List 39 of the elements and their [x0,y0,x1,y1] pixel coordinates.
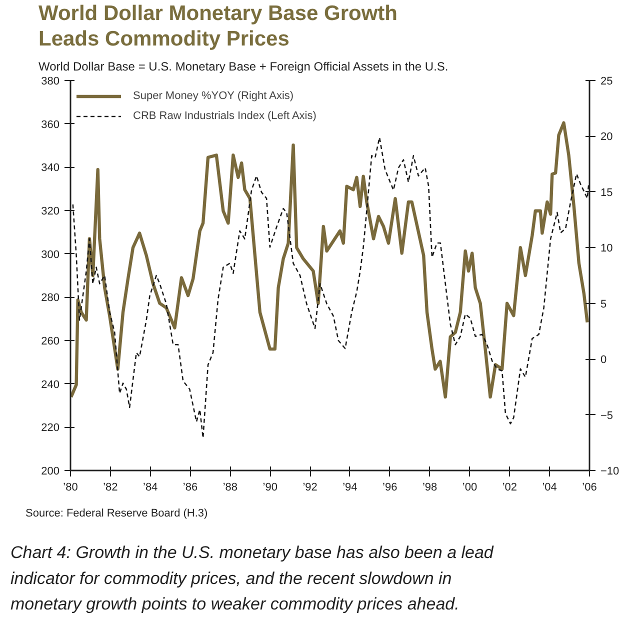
x-tick-label: ’04 [542,482,557,494]
legend-label: CRB Raw Industrials Index (Left Axis) [133,110,316,122]
source-note: Source: Federal Reserve Board (H.3) [26,508,208,520]
y2-tick-label: 0 [600,354,607,366]
y-tick-label: 240 [41,378,60,391]
y2-tick-label: 15 [600,186,613,199]
x-tick-label: ’84 [143,482,158,494]
y2-tick-label: 20 [600,131,613,144]
chart-title: World Dollar Monetary Base Growth Leads Commodity Prices [38,2,398,50]
x-tick-label: ’98 [422,482,438,494]
y2-tick-label: 25 [600,76,613,88]
x-tick-label: ’92 [302,482,318,494]
y-tick-label: 360 [41,118,60,131]
legend-label: Super Money %YOY (Right Axis) [133,90,294,102]
y-tick-label: 300 [41,248,60,261]
x-tick-label: ’86 [182,482,198,494]
y-tick-label: 340 [41,162,60,174]
x-tick-label: ’94 [342,482,358,494]
x-tick-label: ’96 [382,482,398,494]
y-tick-label: 220 [41,422,60,434]
y-tick-label: 280 [41,292,60,304]
x-tick-label: ’82 [103,482,118,494]
y2-tick-label: −10 [600,466,620,478]
y-tick-label: 260 [41,336,60,348]
y-tick-label: 200 [41,466,60,478]
x-tick-label: ’00 [462,482,478,494]
x-tick-label: ’88 [222,482,238,494]
y2-tick-label: 10 [600,242,613,255]
line-series [70,121,589,399]
x-tick-label: ’80 [63,482,78,494]
x-tick-label: ’06 [582,482,597,494]
y2-tick-label: −5 [600,410,614,422]
caption: Chart 4: Growth in the U.S. monetary base has also been a lead indicator for commodity prices, and the recent slowdown in monetary growth points to weaker commodity prices ahead. [10,543,494,614]
y-tick-label: 380 [41,76,60,88]
chart-subtitle: World Dollar Base = U.S. Monetary Base + Foreign Official Assets in the U.S. [38,60,448,74]
y2-tick-label: 5 [600,298,607,310]
y-tick-label: 320 [41,206,60,218]
x-tick-label: ’90 [262,482,278,494]
x-tick-label: ’02 [502,482,517,494]
